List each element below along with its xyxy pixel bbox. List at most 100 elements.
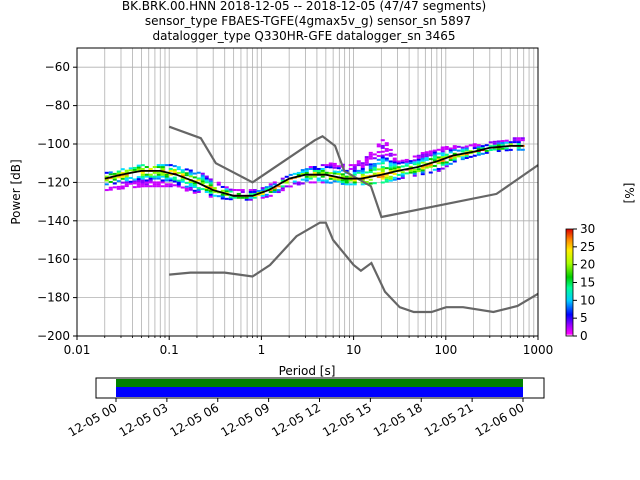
density-cell bbox=[128, 180, 133, 183]
density-cell bbox=[108, 173, 113, 176]
density-cell bbox=[168, 177, 173, 180]
density-cell bbox=[224, 190, 229, 193]
timeline-tick-label: 12-05 18 bbox=[371, 400, 425, 439]
density-cell bbox=[436, 158, 441, 161]
colorbar-label: [%] bbox=[622, 183, 636, 204]
density-cell bbox=[156, 175, 161, 178]
density-cell bbox=[396, 173, 401, 176]
density-cell bbox=[360, 167, 365, 170]
density-cell bbox=[404, 172, 409, 175]
density-cell bbox=[412, 172, 417, 175]
density-cell bbox=[388, 177, 393, 180]
density-cell bbox=[144, 179, 149, 182]
density-cell bbox=[164, 185, 169, 188]
density-cell bbox=[188, 181, 193, 184]
density-cell bbox=[380, 144, 385, 147]
density-cell bbox=[376, 172, 381, 175]
density-cell bbox=[244, 198, 249, 201]
density-cell bbox=[184, 181, 189, 184]
density-cell bbox=[244, 196, 249, 199]
density-cell bbox=[344, 169, 349, 172]
density-cell bbox=[268, 183, 273, 186]
density-cell bbox=[388, 152, 393, 155]
density-cell bbox=[104, 179, 109, 182]
density-cell bbox=[120, 181, 125, 184]
x-tick-label: 0.1 bbox=[160, 343, 179, 357]
density-cell bbox=[224, 188, 229, 191]
density-cell bbox=[436, 148, 441, 151]
density-cell bbox=[168, 173, 173, 176]
title-line-1: BK.BRK.00.HNN 2018-12-05 -- 2018-12-05 (… bbox=[122, 0, 486, 13]
density-cell bbox=[464, 153, 469, 156]
density-cell bbox=[380, 162, 385, 165]
density-cell bbox=[308, 167, 313, 170]
density-cell bbox=[316, 167, 321, 170]
density-cell bbox=[504, 149, 509, 152]
density-cell bbox=[476, 151, 481, 154]
density-cell bbox=[200, 172, 205, 175]
density-cell bbox=[224, 194, 229, 197]
density-cell bbox=[464, 156, 469, 159]
density-cell bbox=[324, 171, 329, 174]
density-cell bbox=[384, 149, 389, 152]
density-cell bbox=[120, 172, 125, 175]
density-cell bbox=[124, 173, 129, 176]
density-cell bbox=[264, 186, 269, 189]
density-cell bbox=[116, 180, 121, 183]
density-cell bbox=[140, 175, 145, 178]
density-cell bbox=[460, 148, 465, 151]
density-cell bbox=[380, 146, 385, 149]
density-cell bbox=[368, 163, 373, 166]
density-cell bbox=[144, 166, 149, 169]
density-cell bbox=[456, 155, 461, 158]
density-cell bbox=[300, 172, 305, 175]
density-cell bbox=[312, 171, 317, 174]
density-cell bbox=[492, 144, 497, 147]
density-cell bbox=[388, 175, 393, 178]
density-cell bbox=[388, 168, 393, 171]
density-cell bbox=[184, 168, 189, 171]
density-cell bbox=[260, 196, 265, 199]
density-cell bbox=[472, 145, 477, 148]
density-cell bbox=[496, 140, 501, 143]
density-cell bbox=[380, 150, 385, 153]
density-cell bbox=[124, 171, 129, 174]
density-cell bbox=[204, 179, 209, 182]
density-cell bbox=[408, 171, 413, 174]
density-cell bbox=[420, 159, 425, 162]
density-cell bbox=[228, 198, 233, 201]
density-cell bbox=[416, 170, 421, 173]
density-cell bbox=[316, 171, 321, 174]
density-cell bbox=[360, 162, 365, 165]
density-cell bbox=[364, 171, 369, 174]
density-cell bbox=[392, 167, 397, 170]
timeline-tick-label: 12-05 15 bbox=[320, 400, 374, 439]
density-cell bbox=[368, 169, 373, 172]
density-cell bbox=[440, 163, 445, 166]
density-cell bbox=[452, 147, 457, 150]
density-cell bbox=[436, 162, 441, 165]
density-cell bbox=[172, 180, 177, 183]
density-cell bbox=[136, 166, 141, 169]
density-cell bbox=[420, 169, 425, 172]
density-cell bbox=[172, 165, 177, 168]
density-cell bbox=[336, 167, 341, 170]
density-cell bbox=[152, 171, 157, 174]
density-cell bbox=[308, 181, 313, 184]
density-cell bbox=[456, 145, 461, 148]
density-cell bbox=[316, 179, 321, 182]
density-cell bbox=[144, 175, 149, 178]
density-cell bbox=[152, 185, 157, 188]
density-cell bbox=[496, 150, 501, 153]
density-cell bbox=[376, 154, 381, 157]
density-cell bbox=[440, 152, 445, 155]
density-cell bbox=[196, 187, 201, 190]
density-cell bbox=[380, 166, 385, 169]
density-cell bbox=[372, 157, 377, 160]
density-cell bbox=[432, 164, 437, 167]
density-cell bbox=[116, 176, 121, 179]
density-cell bbox=[264, 193, 269, 196]
density-cell bbox=[404, 162, 409, 165]
density-cell bbox=[116, 170, 121, 173]
density-cell bbox=[216, 181, 221, 184]
